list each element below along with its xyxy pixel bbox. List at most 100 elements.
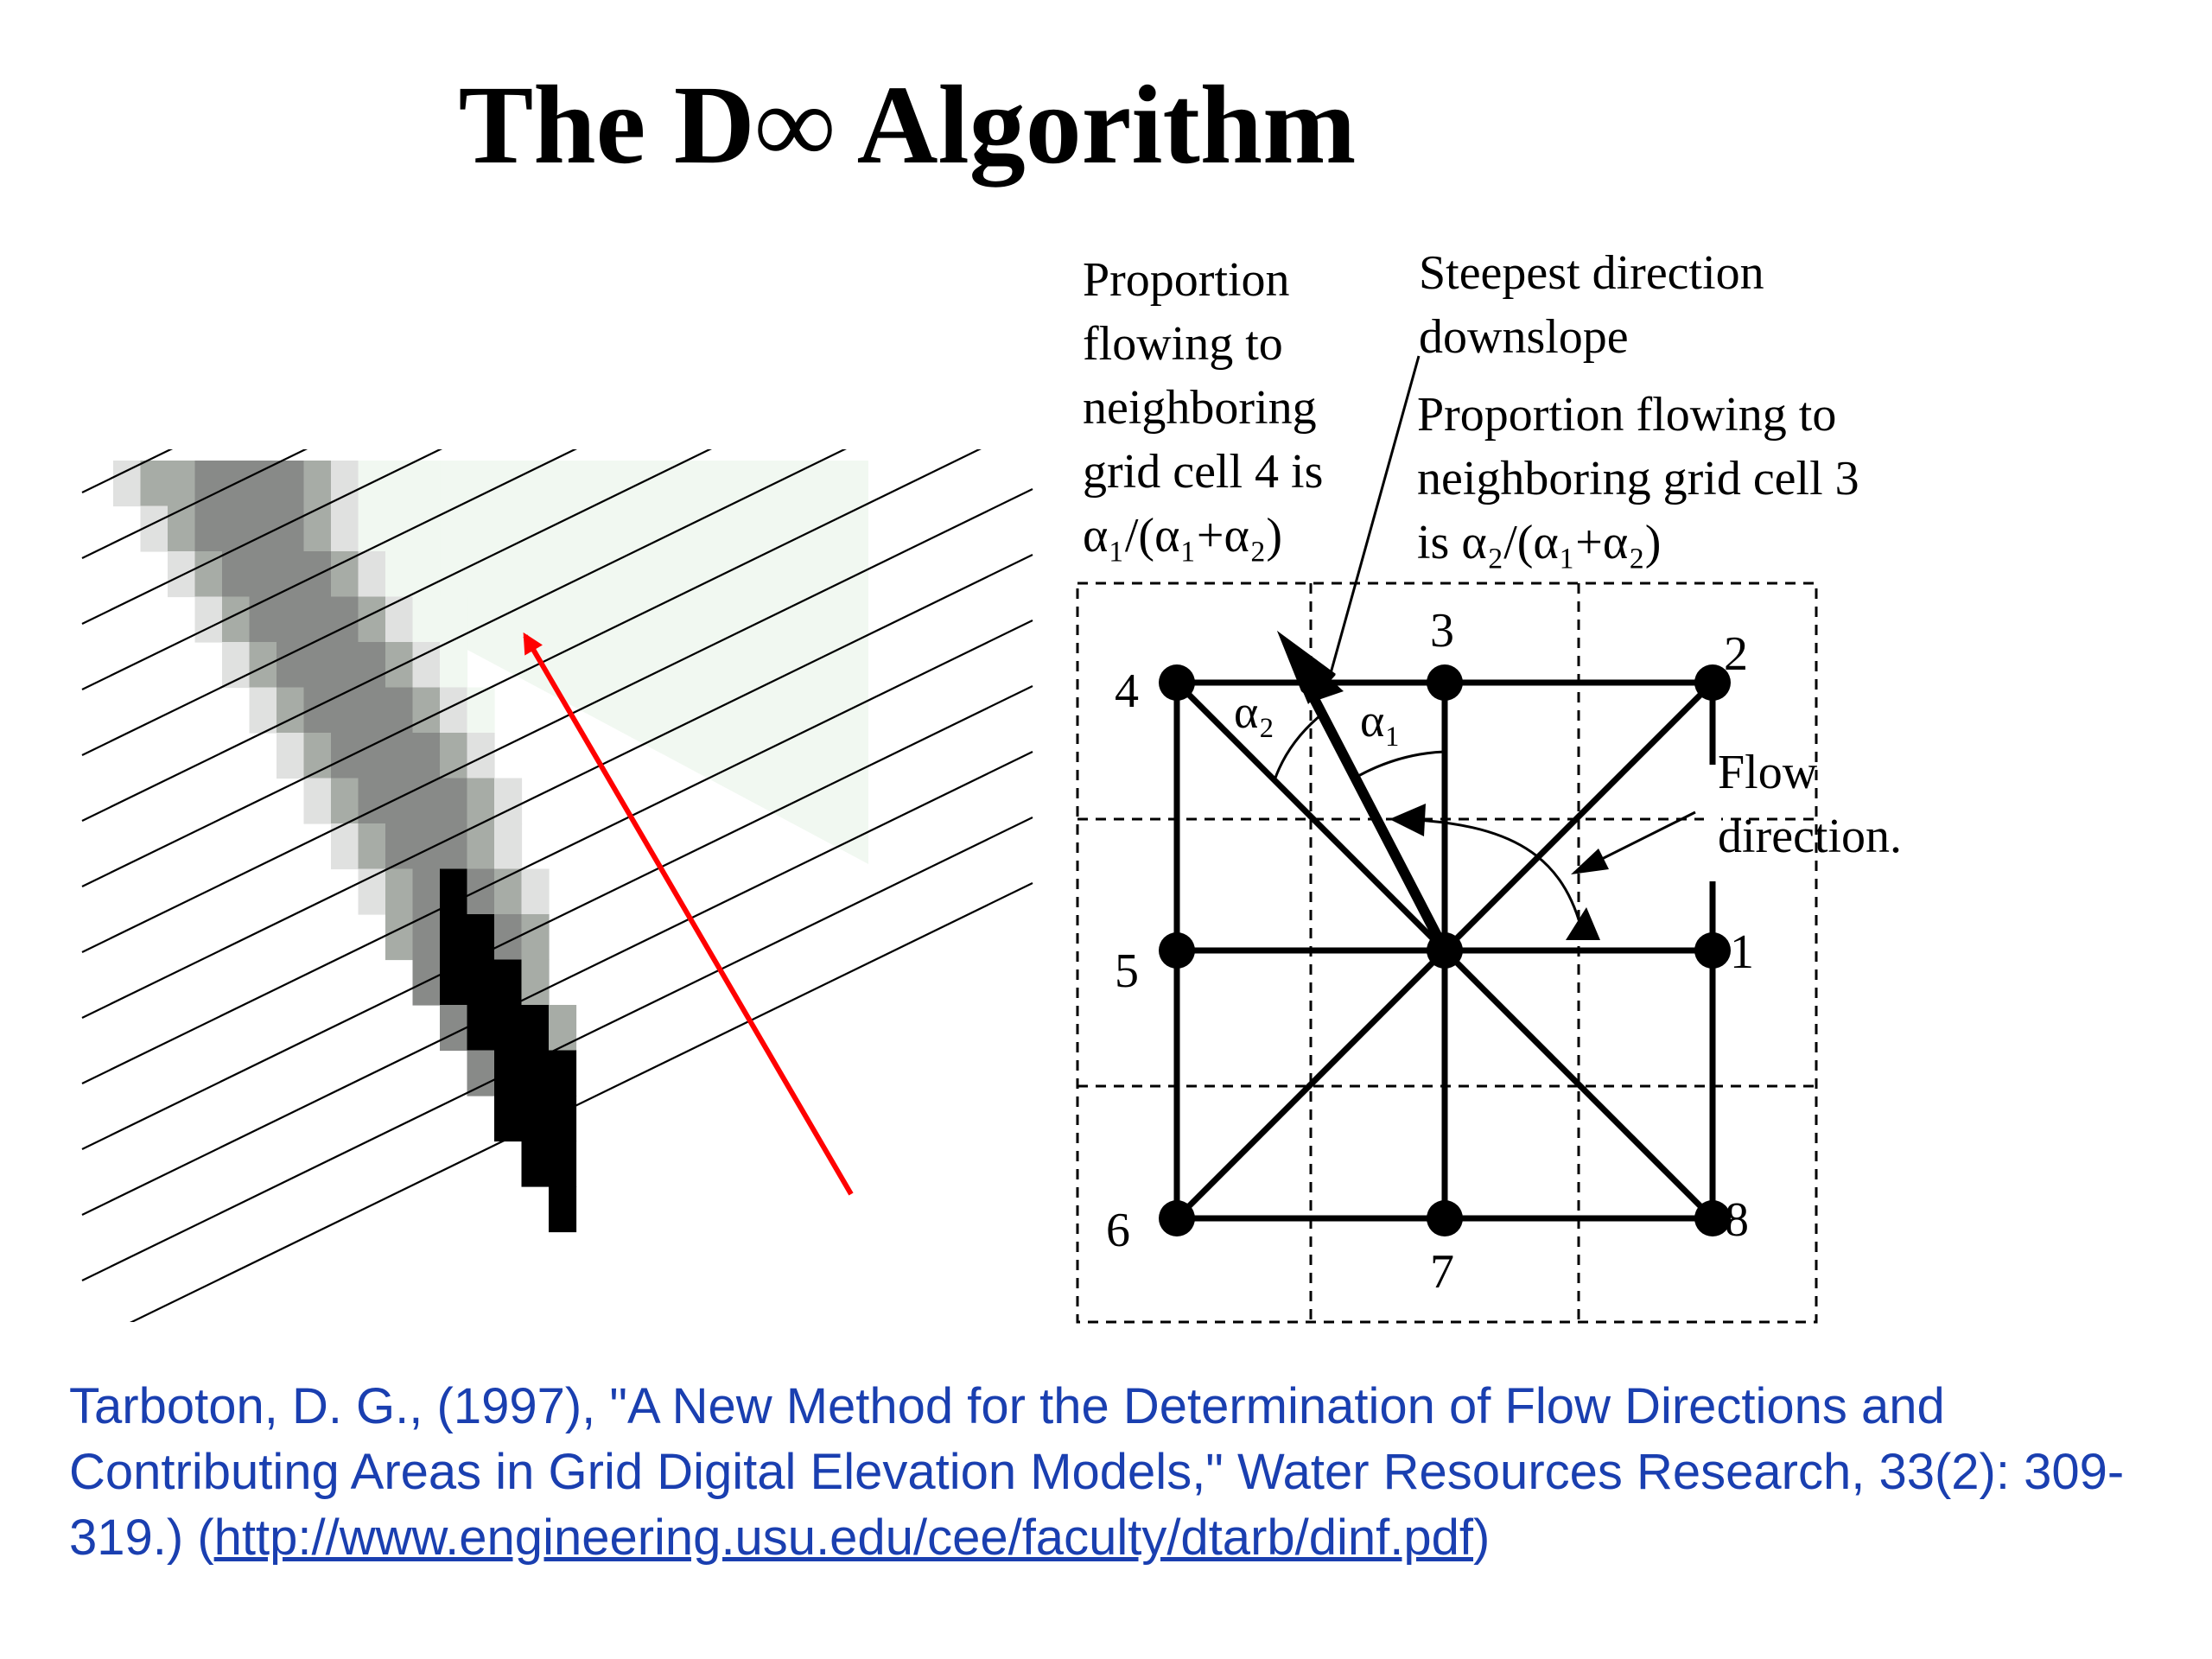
elevation-cell — [412, 914, 441, 961]
elevation-cell — [467, 914, 495, 961]
elevation-cell — [276, 687, 305, 734]
cell-number-6: 6 — [1106, 1204, 1130, 1257]
elevation-cell — [412, 868, 441, 915]
elevation-cell — [194, 596, 223, 643]
steepest-leader-line — [1325, 355, 1421, 684]
elevation-cell — [385, 505, 414, 552]
elevation-cell — [303, 461, 332, 507]
contour-line — [81, 449, 578, 690]
cell-number-5: 5 — [1115, 944, 1139, 998]
elevation-cell — [303, 778, 332, 824]
alpha1-label: α₁ — [1360, 695, 1401, 747]
elevation-cell — [412, 596, 441, 643]
alpha2-arc — [1273, 714, 1321, 781]
elevation-cell — [331, 596, 359, 643]
steepest-direction-label: Steepest direction downslope — [1419, 246, 1777, 364]
elevation-cell — [494, 823, 523, 870]
contour-line — [81, 449, 308, 559]
elevation-cell — [521, 1096, 550, 1142]
elevation-cells — [113, 461, 868, 1233]
contour-line — [81, 449, 847, 822]
elevation-cell — [194, 551, 223, 598]
contour-line — [129, 882, 1033, 1322]
elevation-cell — [467, 778, 495, 824]
elevation-cell — [331, 642, 359, 689]
elevation-cell — [194, 461, 223, 507]
cell-number-2: 2 — [1724, 627, 1748, 681]
contour-line — [81, 488, 1033, 953]
contour-line — [81, 449, 713, 756]
elevation-cell — [358, 687, 386, 734]
elevation-grid-panel — [81, 449, 1033, 1322]
cell-number-7: 7 — [1430, 1245, 1454, 1299]
elevation-cell — [331, 778, 359, 824]
cell-number-4: 4 — [1115, 664, 1139, 718]
elevation-cell — [467, 733, 495, 779]
elevation-cell — [549, 1005, 577, 1052]
citation-tail: ) — [1473, 1510, 1491, 1566]
elevation-cell — [303, 596, 332, 643]
elevation-cell — [385, 778, 414, 824]
page-title: The D∞ Algorithm — [458, 63, 1357, 188]
elevation-cell — [331, 687, 359, 734]
contour-line — [81, 554, 1033, 1019]
elevation-cell — [412, 687, 441, 734]
elevation-cell — [249, 551, 277, 598]
elevation-cell — [412, 823, 441, 870]
elevation-cell — [385, 596, 414, 643]
elevation-cell — [412, 642, 441, 689]
elevation-cell — [168, 461, 196, 507]
elevation-cell — [412, 505, 441, 552]
proportion-cell-3-label: Proportion flowing to neighboring grid c… — [1417, 388, 1872, 569]
contour-line — [81, 449, 982, 887]
elevation-cell — [385, 551, 414, 598]
elevation-cell — [140, 505, 168, 552]
elevation-cell — [467, 959, 495, 1006]
contour-line — [81, 751, 1033, 1216]
steepest-direction-arrow — [1295, 670, 1450, 953]
elevation-cell — [276, 733, 305, 779]
elevation-cell — [331, 823, 359, 870]
elevation-cell — [385, 868, 414, 915]
elevation-cell — [521, 914, 550, 961]
elevation-cell — [249, 461, 277, 507]
contour-lines — [81, 449, 1033, 1322]
facet-diagram-panel: Proportion flowing to neighboring grid c… — [1076, 246, 1902, 1324]
cell-number-8: 8 — [1725, 1193, 1749, 1247]
elevation-cell — [440, 1005, 468, 1052]
elevation-cell — [385, 733, 414, 779]
elevation-cell — [331, 505, 359, 552]
elevation-cell — [113, 461, 142, 507]
elevation-cell — [412, 959, 441, 1006]
elevation-cell — [140, 461, 168, 507]
elevation-cell — [276, 461, 305, 507]
citation-link[interactable]: http://www.engineering.usu.edu/cee/facul… — [213, 1510, 1474, 1566]
elevation-cell — [249, 505, 277, 552]
elevation-cell — [440, 823, 468, 870]
elevation-cell — [467, 868, 495, 915]
elevation-cell — [412, 461, 441, 507]
contour-line — [81, 620, 1033, 1084]
elevation-cell — [276, 596, 305, 643]
elevation-cell — [467, 1050, 495, 1096]
elevation-cell — [303, 642, 332, 689]
elevation-cell — [249, 687, 277, 734]
elevation-cell — [249, 596, 277, 643]
elevation-cell — [168, 505, 196, 552]
elevation-cell — [194, 505, 223, 552]
citation: Tarboton, D. G., (1997), "A New Method f… — [69, 1374, 2177, 1571]
elevation-cell — [358, 778, 386, 824]
elevation-cell — [521, 1141, 550, 1187]
elevation-cell — [276, 505, 305, 552]
elevation-cell — [358, 505, 386, 552]
elevation-cell — [358, 551, 386, 598]
flow-direction-label: Flow direction. — [1718, 746, 1902, 863]
elevation-cell — [440, 914, 468, 961]
elevation-cell — [521, 1005, 550, 1052]
elevation-cell — [549, 1186, 577, 1233]
elevation-cell — [358, 596, 386, 643]
elevation-cell — [249, 642, 277, 689]
contour-line — [81, 449, 174, 493]
elevation-cell — [385, 642, 414, 689]
elevation-cell — [467, 1005, 495, 1052]
